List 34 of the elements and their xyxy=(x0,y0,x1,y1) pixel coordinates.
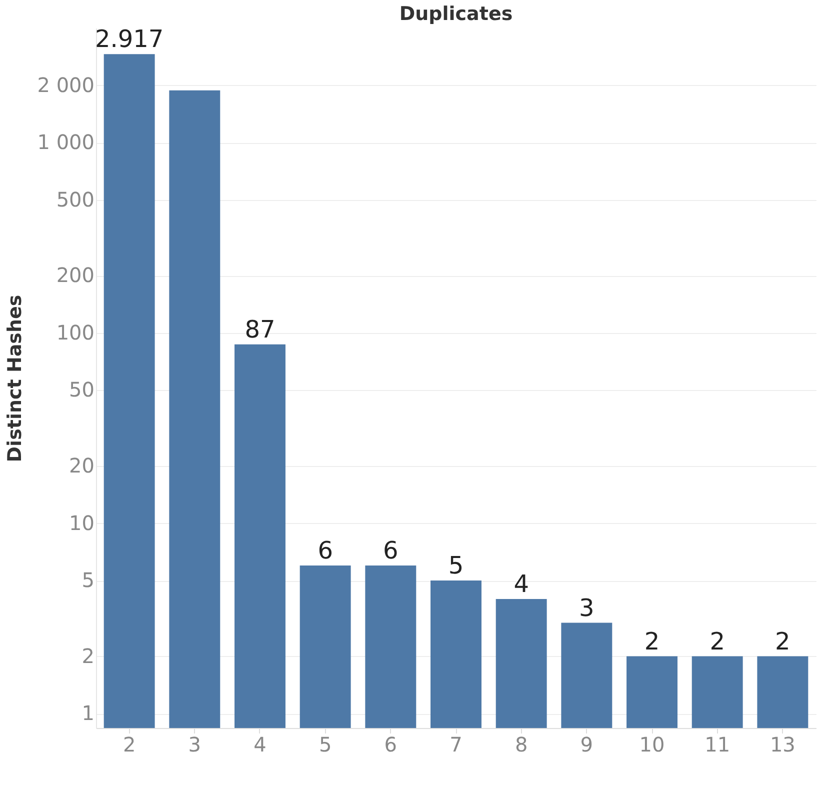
x-tick-label: 7 xyxy=(450,732,462,756)
x-tick-label: 6 xyxy=(384,732,398,756)
y-tick-label: 5 xyxy=(82,568,94,592)
y-tick-label: 10 xyxy=(69,510,94,535)
x-tick-label: 2 xyxy=(122,732,136,756)
y-axis-title: Distinct Hashes xyxy=(4,294,26,462)
y-tick-label: 1 000 xyxy=(37,130,94,154)
y-tick-label: 1 xyxy=(82,701,94,726)
data-label: 2 xyxy=(710,627,725,656)
data-label: 6 xyxy=(318,536,333,564)
data-label: 87 xyxy=(244,315,276,344)
y-tick-label: 100 xyxy=(56,320,94,344)
x-tick-label: 11 xyxy=(704,732,730,756)
data-label: 2.917 xyxy=(94,25,164,54)
chart-title: Duplicates xyxy=(399,3,513,25)
data-label: 4 xyxy=(514,570,529,598)
y-tick-label: 200 xyxy=(56,263,94,288)
data-label: 6 xyxy=(383,536,398,564)
x-tick-label: 8 xyxy=(514,732,528,756)
x-tick-label: 3 xyxy=(188,732,202,756)
data-label: 2 xyxy=(644,627,660,656)
y-tick-label: 2 000 xyxy=(37,72,94,97)
x-tick-label: 4 xyxy=(254,732,266,756)
y-tick-label: 2 xyxy=(82,644,94,668)
data-label: 3 xyxy=(579,594,594,622)
y-tick-label: 50 xyxy=(69,378,94,402)
x-tick-label: 5 xyxy=(318,732,332,756)
x-tick-label: 10 xyxy=(639,732,665,756)
data-label: 5 xyxy=(448,552,464,580)
y-tick-label: 20 xyxy=(69,453,94,478)
x-tick-label: 13 xyxy=(770,732,796,756)
x-tick-label: 9 xyxy=(580,732,594,756)
data-label: 2 xyxy=(775,627,790,656)
y-tick-label: 500 xyxy=(56,187,94,212)
